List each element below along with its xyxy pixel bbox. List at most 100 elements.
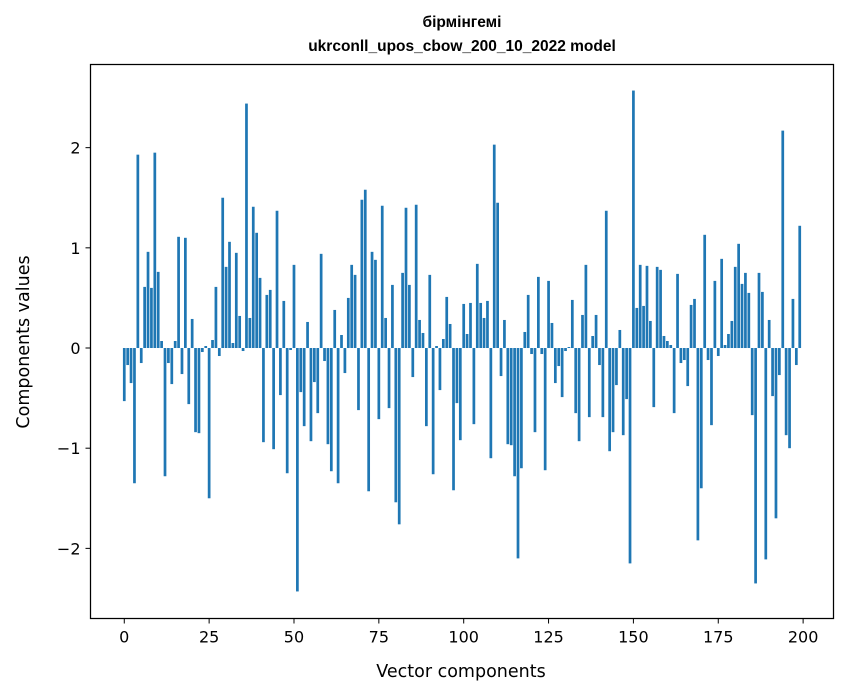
bar-20: [190, 318, 194, 349]
bar-122: [537, 276, 540, 349]
bar-77: [384, 317, 387, 349]
bar-86: [414, 204, 418, 349]
bar-23: [200, 348, 204, 353]
bar-18: [184, 237, 187, 349]
bar-42: [265, 294, 269, 349]
bar-154: [645, 265, 649, 349]
bars-group: [122, 90, 802, 592]
bar-126: [550, 322, 554, 349]
bar-9: [153, 152, 157, 349]
bar-81: [397, 348, 401, 525]
bar-107: [486, 300, 489, 349]
bar-40: [258, 277, 262, 349]
bar-7: [146, 251, 150, 349]
y-tick-label: 0: [70, 339, 80, 358]
x-tick-label: 125: [533, 628, 564, 647]
bar-22: [197, 348, 201, 434]
bar-29: [221, 197, 225, 349]
bar-134: [577, 348, 581, 442]
bar-104: [475, 263, 479, 349]
bar-138: [591, 335, 595, 349]
bar-139: [594, 314, 598, 349]
bar-170: [699, 348, 703, 489]
bar-12: [163, 348, 167, 477]
bar-58: [319, 253, 323, 349]
bar-45: [275, 210, 279, 349]
bar-11: [160, 341, 163, 349]
bar-13: [167, 348, 170, 364]
chart-subtitle: ukrconll_upos_cbow_200_10_2022 model: [308, 38, 616, 55]
bar-144: [611, 348, 615, 433]
bar-153: [642, 305, 645, 349]
bar-181: [737, 243, 740, 349]
bar-157: [655, 266, 659, 349]
bar-41: [262, 348, 265, 443]
bar-49: [289, 348, 292, 351]
bar-19: [187, 348, 191, 405]
bar-8: [150, 287, 153, 349]
bar-109: [492, 144, 496, 349]
bar-156: [652, 348, 656, 408]
bar-72: [367, 348, 371, 492]
bar-26: [211, 340, 214, 349]
bar-136: [584, 264, 588, 349]
bar-191: [771, 348, 774, 397]
bar-16: [177, 236, 180, 349]
bar-121: [533, 348, 537, 433]
bar-85: [411, 348, 415, 378]
bar-35: [241, 348, 245, 352]
bar-63: [336, 348, 340, 484]
bar-141: [601, 348, 605, 418]
bar-188: [761, 291, 764, 349]
bar-74: [374, 259, 377, 349]
bar-105: [479, 302, 483, 349]
bar-95: [445, 296, 449, 349]
bar-76: [380, 205, 384, 349]
bar-158: [659, 269, 662, 349]
bar-14: [170, 348, 174, 385]
bar-113: [506, 348, 510, 445]
bar-187: [757, 272, 761, 349]
bar-84: [408, 284, 411, 349]
bar-27: [214, 286, 218, 349]
bar-132: [570, 299, 574, 349]
bar-44: [272, 348, 275, 450]
bar-10: [156, 271, 160, 349]
bar-179: [730, 320, 734, 349]
bar-88: [421, 332, 425, 349]
bar-97: [452, 348, 455, 491]
bar-56: [312, 348, 316, 383]
bar-135: [581, 314, 584, 349]
bar-177: [723, 345, 727, 349]
bar-196: [788, 348, 791, 449]
bar-189: [764, 348, 768, 560]
bar-199: [798, 225, 802, 349]
bar-198: [794, 348, 798, 366]
bar-99: [458, 348, 462, 441]
bar-111: [499, 348, 503, 377]
bar-66: [346, 297, 350, 349]
bar-124: [543, 348, 547, 471]
bar-5: [139, 348, 143, 364]
bar-47: [282, 300, 286, 349]
bar-65: [343, 348, 347, 374]
bar-183: [744, 272, 747, 349]
bar-37: [248, 317, 252, 349]
bar-34: [238, 315, 242, 349]
x-axis-ticks: 0 25 50 75 100 125 150 175 200: [119, 618, 818, 647]
bar-96: [448, 323, 452, 349]
bar-142: [604, 210, 608, 349]
bar-102: [469, 302, 472, 349]
bar-192: [774, 348, 778, 519]
bar-3: [133, 348, 136, 484]
bar-82: [401, 272, 404, 349]
bar-161: [669, 345, 673, 349]
bar-71: [363, 189, 367, 349]
bar-155: [649, 320, 652, 349]
x-tick-label: 0: [119, 628, 129, 647]
bar-133: [574, 348, 578, 414]
bar-17: [180, 348, 184, 375]
bar-115: [513, 348, 516, 477]
bar-91: [431, 348, 435, 475]
bar-150: [632, 90, 635, 349]
